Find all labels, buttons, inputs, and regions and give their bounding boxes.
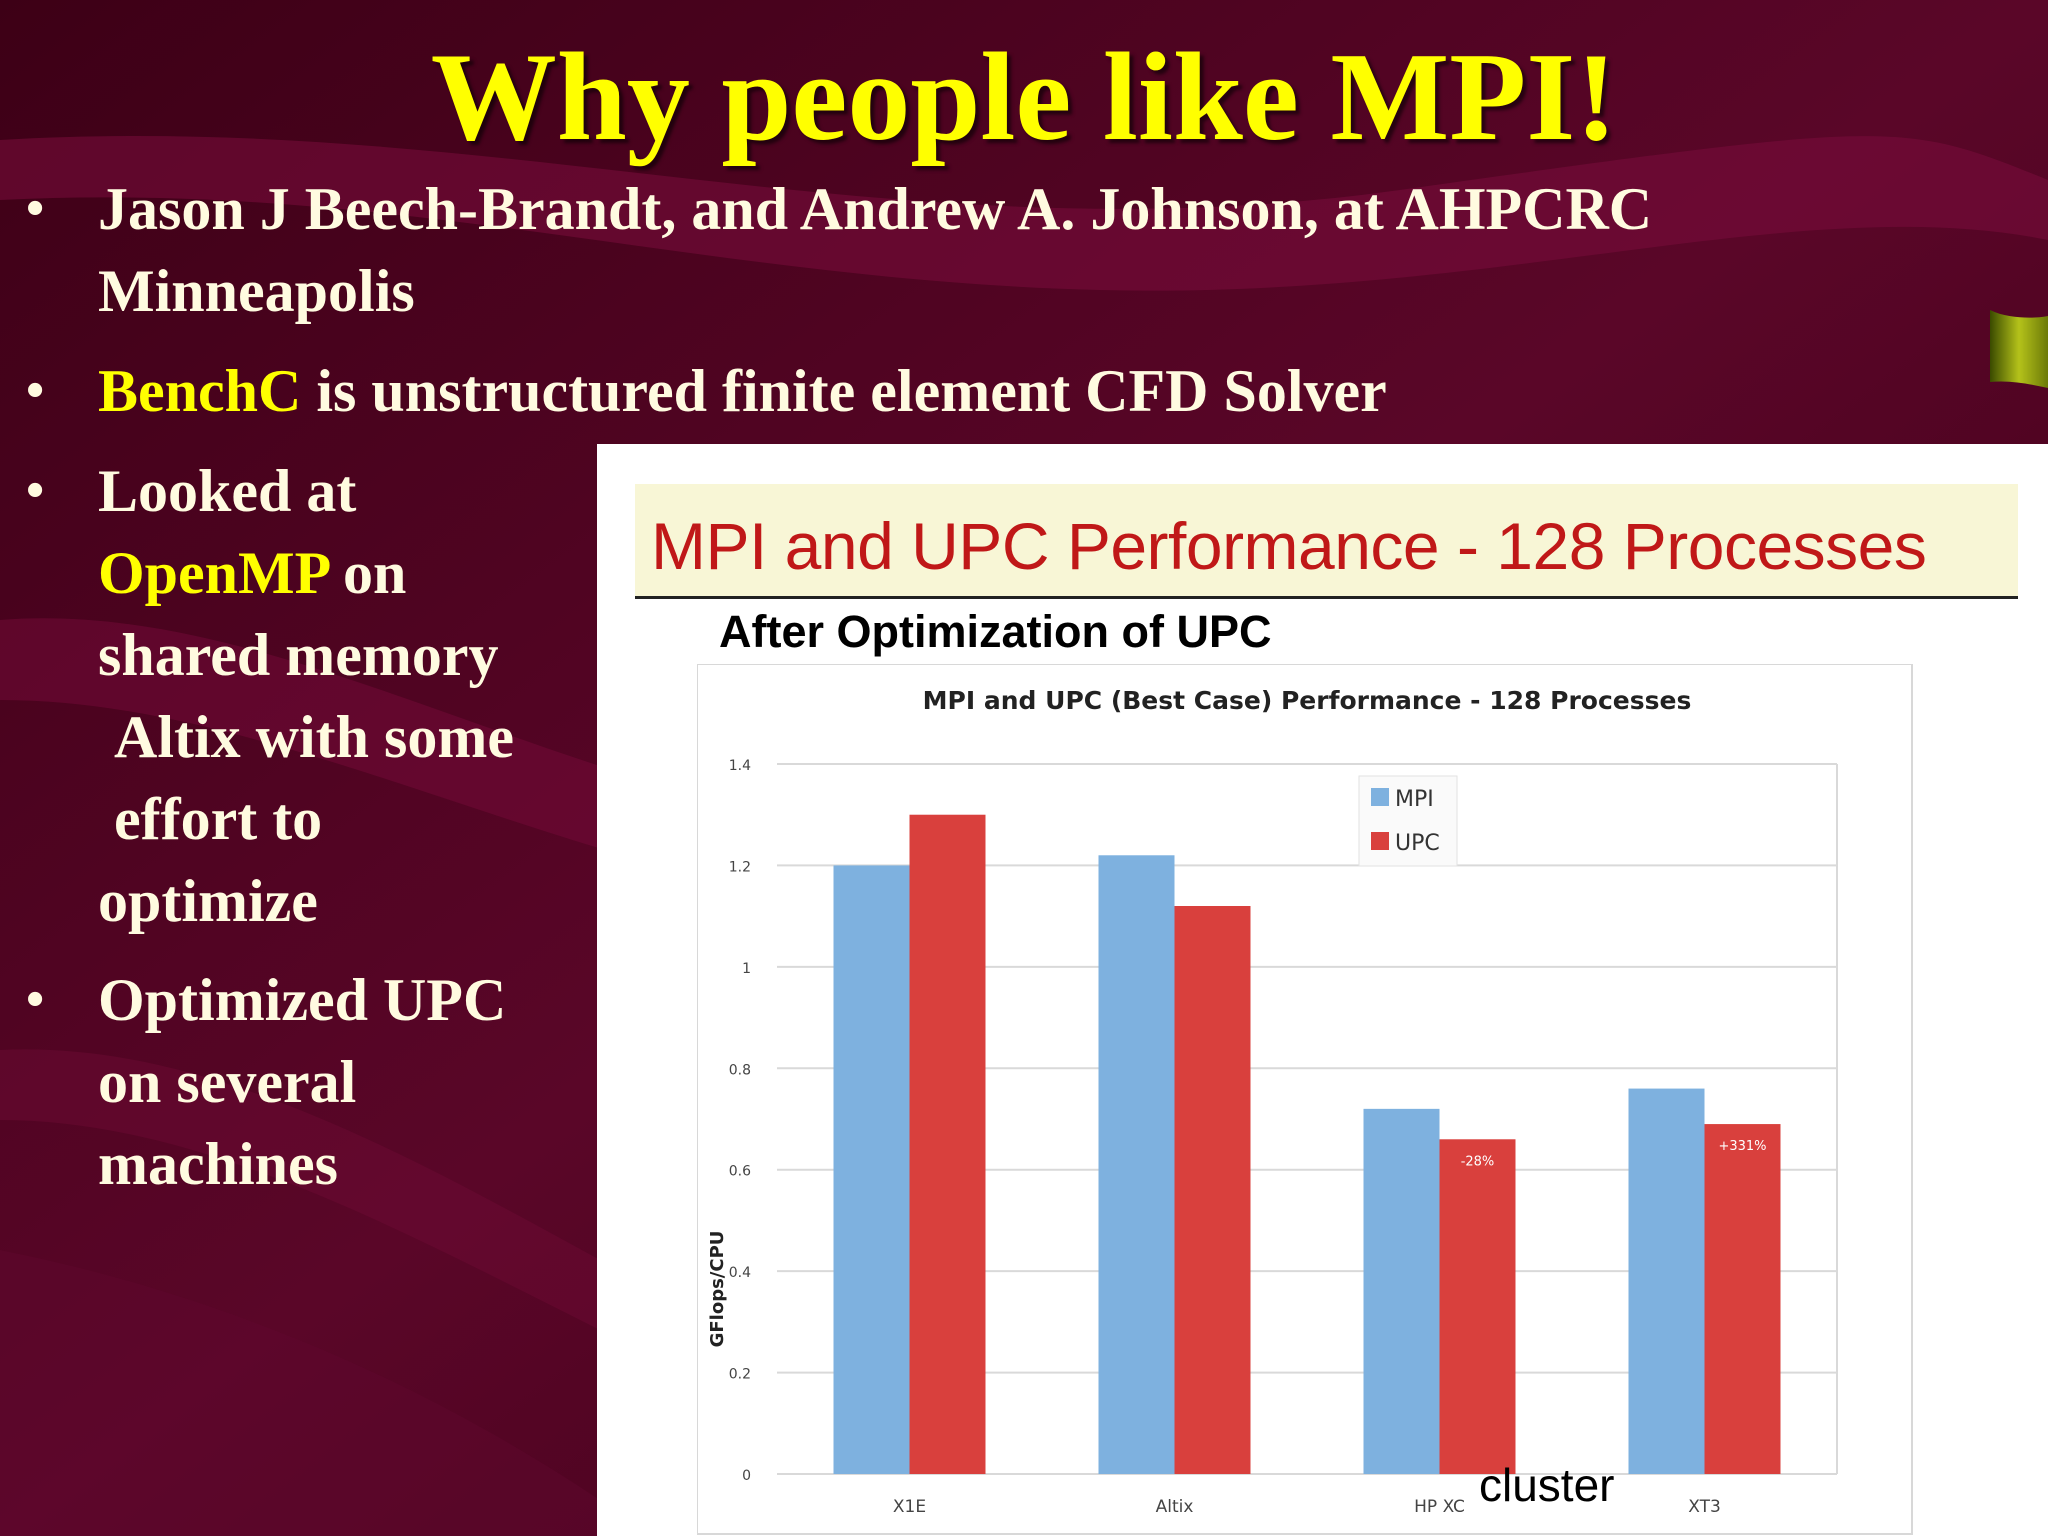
bullet-text-line: Optimized UPC <box>98 967 507 1033</box>
y-tick-label: 0 <box>742 1468 751 1484</box>
chart-title: MPI and UPC (Best Case) Performance - 12… <box>923 686 1692 715</box>
bullet-dot-icon: • <box>26 971 45 1028</box>
y-tick-label: 1.2 <box>729 859 751 875</box>
slide-title: Why people like MPI! <box>430 28 1618 167</box>
y-tick-label: 0.2 <box>729 1367 751 1383</box>
y-tick-label: 1 <box>742 961 751 977</box>
cluster-annotation: cluster <box>1479 1459 1615 1511</box>
bullet-text-line: on several <box>98 1049 357 1115</box>
bullet-benchc: • BenchC is unstructured finite element … <box>26 350 1387 432</box>
bullet-openmp: • Looked at OpenMP on shared memory Alti… <box>26 450 514 942</box>
highlight-term: BenchC <box>98 358 302 424</box>
x-tick-label: XT3 <box>1688 1497 1721 1517</box>
bullet-text-line: OpenMP on <box>98 532 514 614</box>
bar-mpi <box>1363 1108 1440 1474</box>
bullet-text-line: machines <box>98 1131 338 1197</box>
bullet-dot-icon: • <box>26 180 45 237</box>
bar-chart: MPI and UPC (Best Case) Performance - 12… <box>697 664 1913 1535</box>
bullet-text: is unstructured finite element CFD Solve… <box>301 358 1387 424</box>
bullet-text-line: Jason J Beech-Brandt, and Andrew A. John… <box>98 176 1653 242</box>
bars: -28% +331% <box>833 814 1781 1474</box>
bullet-authors: • Jason J Beech-Brandt, and Andrew A. Jo… <box>26 168 1653 332</box>
figure-panel: MPI and UPC Performance - 128 Processes … <box>597 444 2048 1536</box>
bullet-text-line: shared memory <box>98 622 499 688</box>
bullet-dot-icon: • <box>26 362 45 419</box>
bar-upc <box>909 814 986 1474</box>
banner-title: MPI and UPC Performance - 128 Processes <box>651 509 1927 583</box>
bar-upc <box>1174 906 1251 1474</box>
legend-swatch-upc <box>1371 832 1389 850</box>
bullet-text-line: effort to <box>114 786 323 852</box>
bullet-text: on <box>328 540 407 606</box>
bullet-text-line: Looked at <box>98 458 357 524</box>
y-tick-label: 0.8 <box>729 1062 751 1078</box>
bullet-optimized-upc: • Optimized UPC on several machines <box>26 959 507 1205</box>
highlight-term: OpenMP <box>98 540 329 606</box>
y-axis-label: GFlops/CPU <box>707 1231 728 1348</box>
axes: 0 0.2 0.4 0.6 0.8 1 1.2 1.4 X1E Altix HP XC XT3 <box>729 758 1721 1517</box>
bullet-text-line: optimize <box>98 868 318 934</box>
legend-label-mpi: MPI <box>1395 787 1434 812</box>
bar-upc <box>1439 1139 1516 1474</box>
legend-label-upc: UPC <box>1395 831 1440 856</box>
x-tick-label: X1E <box>893 1497 926 1517</box>
legend: MPI UPC <box>1358 775 1458 867</box>
bar-data-label: +331% <box>1718 1139 1766 1154</box>
bar-mpi <box>833 865 910 1474</box>
figure-subtitle: After Optimization of UPC <box>719 606 1272 657</box>
legend-swatch-mpi <box>1371 788 1389 806</box>
y-tick-label: 0.6 <box>729 1164 751 1180</box>
bullet-text-line: Minneapolis <box>98 258 415 324</box>
x-tick-label: Altix <box>1156 1497 1194 1517</box>
bullet-text-line: Altix with some <box>114 704 514 770</box>
bar-data-label: -28% <box>1461 1154 1495 1169</box>
bar-upc <box>1704 1124 1781 1474</box>
x-tick-label: HP XC <box>1414 1497 1465 1517</box>
bullet-dot-icon: • <box>26 462 45 519</box>
bar-mpi <box>1098 855 1175 1474</box>
y-tick-label: 1.4 <box>729 758 751 774</box>
y-tick-label: 0.4 <box>729 1265 751 1281</box>
bar-mpi <box>1628 1088 1705 1474</box>
figure-banner: MPI and UPC Performance - 128 Processes <box>635 484 2018 599</box>
